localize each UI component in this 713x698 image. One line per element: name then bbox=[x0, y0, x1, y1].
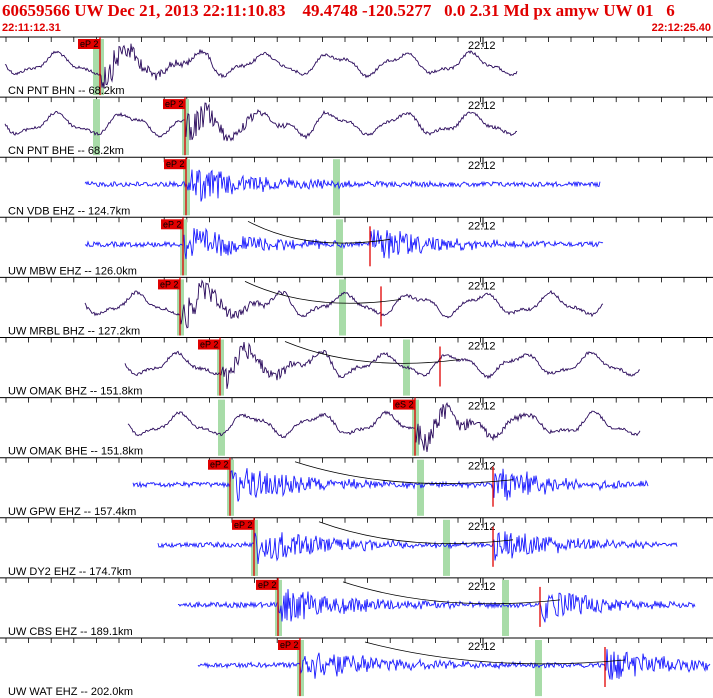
pick-box bbox=[232, 519, 254, 530]
waveform bbox=[84, 227, 604, 260]
station-label: UW GPW EHZ -- 157.4km bbox=[8, 506, 136, 518]
station-label: UW WAT EHZ -- 202.0km bbox=[8, 686, 133, 698]
minute-label: 22:12 bbox=[468, 160, 496, 172]
pick-box bbox=[164, 159, 186, 170]
page-title: 60659566 UW Dec 21, 2013 22:11:10.83 49.… bbox=[2, 1, 675, 20]
pick-box bbox=[208, 459, 230, 470]
window-start-time: 22:11:12.31 bbox=[2, 22, 61, 34]
pick-band bbox=[535, 640, 542, 697]
pick-label: eP 2 bbox=[80, 39, 98, 49]
pick-label: eP 2 bbox=[200, 340, 218, 350]
station-label: UW MBW EHZ -- 126.0km bbox=[8, 265, 137, 277]
arrival-curve bbox=[342, 581, 561, 605]
waveform bbox=[84, 279, 604, 329]
pick-band bbox=[443, 519, 450, 576]
pick-label: eP 2 bbox=[280, 640, 298, 650]
station-label: UW CBS EHZ -- 189.1km bbox=[8, 626, 133, 638]
pick-label: eS 2 bbox=[395, 400, 414, 410]
minute-label: 22:12 bbox=[468, 641, 496, 653]
pick-band bbox=[339, 279, 346, 336]
pick-label: eP 2 bbox=[165, 99, 183, 109]
pick-box bbox=[78, 39, 100, 49]
pick-band bbox=[93, 99, 100, 156]
pick-label: eP 2 bbox=[258, 580, 276, 590]
pick-label: eP 2 bbox=[210, 460, 228, 470]
pick-label: eP 2 bbox=[234, 520, 252, 530]
arrival-curve bbox=[247, 220, 391, 244]
pick-box bbox=[393, 399, 415, 410]
waveform bbox=[157, 531, 678, 565]
arrival-curve bbox=[294, 461, 514, 484]
pick-box bbox=[198, 339, 220, 350]
pick-box bbox=[256, 579, 278, 590]
station-label: UW MRBL BHZ -- 127.2km bbox=[8, 326, 140, 338]
pick-band bbox=[502, 579, 509, 636]
arrival-curve bbox=[244, 281, 402, 304]
waveform bbox=[4, 43, 518, 89]
minute-label: 22:12 bbox=[468, 521, 496, 533]
minute-label: 22:12 bbox=[468, 40, 496, 52]
station-label: CN VDB EHZ -- 124.7km bbox=[8, 205, 130, 217]
window-end-time: 22:12:25.40 bbox=[651, 22, 711, 34]
arrival-curve bbox=[318, 521, 514, 545]
pick-band bbox=[93, 39, 100, 96]
pick-band bbox=[218, 399, 225, 456]
minute-label: 22:12 bbox=[468, 581, 496, 593]
waveform bbox=[177, 589, 696, 623]
waveform bbox=[84, 169, 601, 202]
pick-label: eP 2 bbox=[160, 279, 178, 289]
station-label: CN PNT BHE -- 68.2km bbox=[8, 145, 124, 157]
minute-label: 22:12 bbox=[468, 341, 496, 353]
minute-label: 22:12 bbox=[468, 100, 496, 112]
waveform bbox=[132, 468, 649, 502]
pick-band bbox=[333, 159, 340, 216]
pick-box bbox=[158, 279, 180, 290]
station-label: CN PNT BHN -- 68.2km bbox=[8, 85, 125, 97]
waveform bbox=[4, 102, 518, 142]
pick-box bbox=[161, 219, 183, 230]
pick-band bbox=[336, 219, 343, 276]
pick-label: eP 2 bbox=[166, 159, 184, 169]
waveform bbox=[197, 649, 711, 680]
station-label: UW OMAK BHE -- 151.8km bbox=[8, 446, 143, 458]
pick-band bbox=[403, 339, 410, 396]
pick-box bbox=[278, 640, 300, 650]
pick-label: eP 2 bbox=[163, 219, 181, 229]
pick-box bbox=[163, 99, 185, 110]
minute-label: 22:12 bbox=[468, 401, 496, 413]
waveform bbox=[127, 402, 641, 453]
minute-label: 22:12 bbox=[468, 220, 496, 232]
station-label: UW DY2 EHZ -- 174.7km bbox=[8, 566, 131, 578]
arrival-curve bbox=[364, 641, 626, 665]
station-label: UW OMAK BHZ -- 151.8km bbox=[8, 386, 142, 398]
waveform bbox=[124, 342, 640, 389]
arrival-curve bbox=[284, 341, 461, 364]
minute-label: 22:12 bbox=[468, 280, 496, 292]
minute-label: 22:12 bbox=[468, 461, 496, 473]
